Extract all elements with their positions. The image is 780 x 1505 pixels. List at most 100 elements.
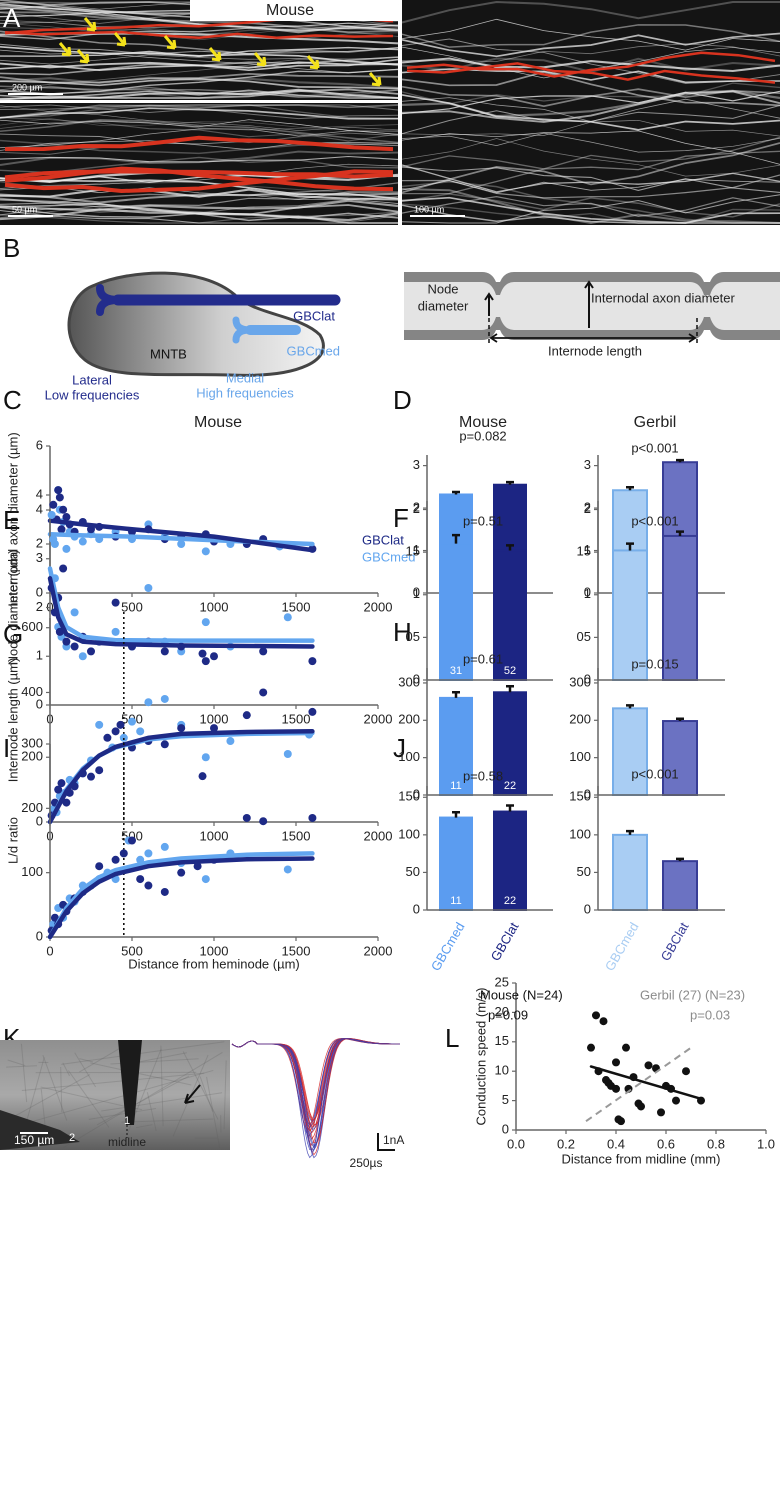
slice-texture bbox=[21, 1072, 205, 1091]
error-bar bbox=[626, 486, 634, 491]
data-point bbox=[283, 750, 292, 758]
x-axis-label: Distance from heminode (µm) bbox=[128, 956, 300, 971]
schematic-label: Internode length bbox=[548, 343, 642, 358]
axon-fiber bbox=[0, 77, 399, 90]
axon-fiber bbox=[0, 205, 399, 223]
data-point bbox=[62, 798, 71, 807]
x-tick-label: 1500 bbox=[282, 943, 311, 958]
y-tick-label: 1 bbox=[36, 648, 43, 663]
y-tick-label: 3 bbox=[584, 457, 591, 472]
x-tick-label: 2000 bbox=[364, 828, 393, 843]
axon-fiber bbox=[0, 104, 399, 120]
y-tick-label: 0 bbox=[584, 901, 591, 916]
count-label: 31 bbox=[450, 665, 462, 677]
x-axis-label: Distance from midline (mm) bbox=[562, 1151, 721, 1166]
pipette bbox=[118, 1040, 142, 1125]
axon-fiber bbox=[401, 150, 780, 195]
data-point bbox=[259, 647, 268, 656]
annotation: Mouse (N=24) bbox=[480, 987, 563, 1002]
data-point bbox=[95, 720, 104, 729]
arrow bbox=[113, 32, 127, 47]
count-label: 11 bbox=[450, 895, 461, 907]
data-point bbox=[50, 913, 59, 922]
fit-line bbox=[47, 576, 315, 649]
category-label: GBClat bbox=[658, 919, 692, 963]
axon-fiber bbox=[401, 204, 780, 224]
data-point bbox=[644, 1061, 653, 1070]
y-tick-label: 2 bbox=[413, 500, 420, 515]
axon-fiber bbox=[0, 174, 399, 184]
error-bar bbox=[506, 804, 514, 812]
y-tick-label: 0 bbox=[36, 696, 43, 711]
data-point bbox=[119, 849, 128, 858]
y-tick-label: 3 bbox=[413, 457, 420, 472]
y-tick-label: 200 bbox=[21, 749, 43, 764]
x-tick-label: 1.0 bbox=[757, 1136, 775, 1151]
panel-letter: B bbox=[3, 233, 20, 263]
data-point bbox=[78, 537, 87, 546]
y-tick-label: 400 bbox=[21, 684, 43, 699]
axon-fiber bbox=[0, 104, 399, 119]
y-tick-label: 05 bbox=[577, 629, 591, 644]
data-point bbox=[111, 598, 120, 607]
y-tick-label: 0 bbox=[502, 1121, 509, 1136]
category-label: GBClat bbox=[488, 919, 522, 963]
axon-fiber bbox=[0, 163, 399, 189]
y-tick-label: 1 bbox=[584, 586, 591, 601]
midline-label: midline bbox=[108, 1135, 146, 1149]
site-label: 1 bbox=[124, 1115, 130, 1127]
y-axis-label: Internodal axon diameter (µm) bbox=[5, 432, 20, 606]
data-point bbox=[193, 862, 202, 871]
y-tick-label: 50 bbox=[577, 864, 591, 879]
fit-line bbox=[589, 1065, 703, 1101]
bar bbox=[612, 833, 648, 912]
data-point bbox=[592, 1011, 600, 1020]
data-point bbox=[119, 733, 128, 742]
traced-axon bbox=[406, 51, 776, 78]
panel-letter: F bbox=[393, 503, 409, 533]
x-tick-label: 500 bbox=[121, 599, 143, 614]
traced-axon bbox=[4, 30, 394, 40]
y-tick-label: 150 bbox=[398, 789, 420, 804]
data-point bbox=[78, 652, 87, 661]
y-tick-label: 6 bbox=[36, 437, 43, 452]
data-point bbox=[144, 881, 153, 890]
axon-fiber bbox=[401, 104, 780, 135]
y-tick-label: 100 bbox=[569, 826, 591, 841]
slice-texture bbox=[6, 1065, 37, 1068]
data-point bbox=[111, 727, 120, 736]
scale-bar-label: 100 µm bbox=[414, 204, 444, 214]
slice-texture bbox=[20, 1043, 28, 1103]
data-point bbox=[55, 493, 64, 502]
arrow bbox=[76, 49, 90, 64]
data-point bbox=[657, 1108, 665, 1117]
dimension-arrow bbox=[489, 333, 697, 343]
slice-texture bbox=[62, 1062, 70, 1077]
axon-fiber bbox=[0, 188, 399, 201]
bar bbox=[493, 691, 527, 797]
y-tick-label: 10 bbox=[495, 1063, 509, 1078]
axon-fiber bbox=[0, 191, 399, 208]
axon-fiber bbox=[0, 76, 399, 89]
data-point bbox=[201, 753, 210, 762]
arrow bbox=[306, 55, 320, 70]
axon-fiber bbox=[0, 105, 399, 131]
x-tick-label: 1500 bbox=[282, 599, 311, 614]
y-tick-label: 15 bbox=[577, 544, 591, 559]
y-tick-label: 20 bbox=[495, 1004, 509, 1019]
slice-texture bbox=[136, 1052, 187, 1063]
data-point bbox=[177, 540, 186, 548]
count-label: 22 bbox=[504, 895, 516, 907]
axon-fiber bbox=[0, 150, 399, 166]
schematic-label: diameter bbox=[418, 298, 469, 313]
y-tick-label: 0 bbox=[413, 584, 420, 599]
data-point bbox=[144, 698, 153, 707]
slice-texture bbox=[68, 1070, 110, 1128]
chart-title: Mouse bbox=[459, 414, 507, 431]
p-value: p=0.015 bbox=[631, 656, 678, 671]
axon-core bbox=[404, 282, 780, 330]
slice-texture bbox=[96, 1075, 190, 1126]
axon-fiber bbox=[401, 90, 780, 115]
data-point bbox=[201, 547, 210, 556]
slice-texture bbox=[223, 1060, 227, 1130]
